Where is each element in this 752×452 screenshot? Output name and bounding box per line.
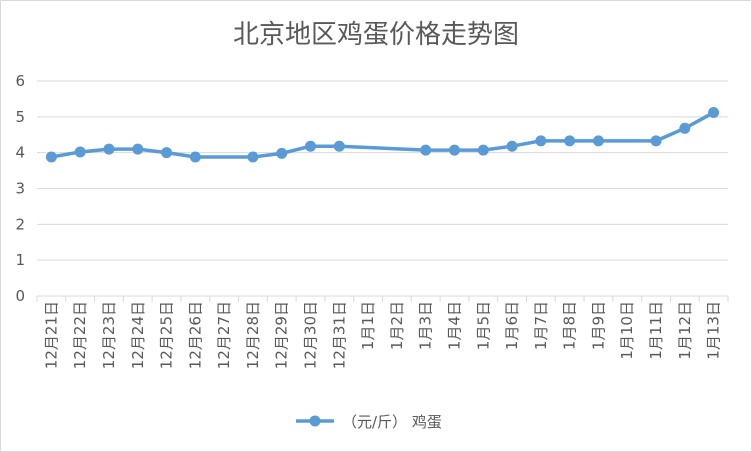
x-tick-label: 12月29日	[273, 301, 291, 369]
x-tick-label: 1月7日	[532, 301, 550, 350]
data-point	[161, 147, 173, 159]
x-tick-label: 1月8日	[561, 301, 579, 350]
x-tick-label: 1月4日	[445, 301, 463, 350]
x-tick-label: 1月3日	[417, 301, 435, 350]
data-point	[592, 135, 604, 147]
data-point	[679, 122, 691, 134]
x-tick-label: 12月21日	[42, 301, 60, 369]
y-tick-label: 3	[15, 180, 25, 198]
data-point	[74, 146, 86, 158]
x-tick-label: 1月6日	[503, 301, 521, 350]
data-point	[420, 144, 432, 156]
data-point	[708, 107, 720, 119]
y-tick-label: 5	[15, 108, 25, 126]
x-tick-label: 1月2日	[388, 301, 406, 350]
data-point	[506, 140, 518, 152]
data-point	[132, 143, 144, 155]
x-tick-label: 12月22日	[71, 301, 89, 369]
legend-label: （元/斤） 鸡蛋	[342, 413, 442, 431]
series-line	[49, 110, 716, 159]
data-point	[564, 135, 576, 147]
x-tick-label: 1月13日	[705, 301, 723, 360]
x-tick-label: 1月5日	[474, 301, 492, 350]
data-point	[477, 144, 489, 156]
x-tick-label: 1月11日	[647, 301, 665, 360]
data-point	[650, 135, 662, 147]
data-point	[45, 151, 57, 163]
x-tick-label: 12月27日	[215, 301, 233, 369]
x-tick-label: 12月23日	[100, 301, 118, 369]
data-point	[333, 140, 345, 152]
x-tick-label: 12月30日	[302, 301, 320, 369]
data-point	[189, 151, 201, 163]
data-point	[535, 135, 547, 147]
data-point	[448, 144, 460, 156]
x-tick-label: 1月12日	[676, 301, 694, 360]
x-tick-label: 1月10日	[618, 301, 636, 360]
x-tick-label: 12月28日	[244, 301, 262, 369]
y-tick-label: 6	[15, 72, 25, 90]
x-tick-label: 12月26日	[186, 301, 204, 369]
x-tick-label: 12月24日	[129, 301, 147, 369]
data-point	[305, 140, 317, 152]
data-point	[247, 151, 259, 163]
data-point	[103, 143, 115, 155]
x-tick-label: 12月31日	[330, 301, 348, 369]
legend-marker	[309, 415, 321, 427]
chart-title: 北京地区鸡蛋价格走势图	[232, 20, 519, 50]
y-tick-label: 1	[15, 251, 25, 269]
x-tick-label: 1月1日	[359, 301, 377, 350]
y-tick-label: 4	[15, 144, 25, 162]
y-tick-label: 0	[15, 287, 25, 305]
data-point	[276, 147, 288, 159]
y-tick-label: 2	[15, 215, 25, 233]
x-tick-label: 12月25日	[158, 301, 176, 369]
x-tick-label: 1月9日	[589, 301, 607, 350]
